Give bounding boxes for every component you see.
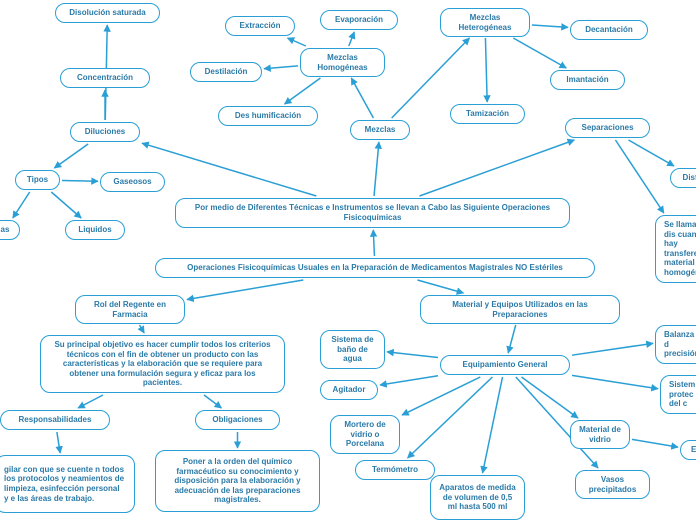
node-evaporacion: Evaporación [320, 10, 398, 30]
node-poner: Poner a la orden del químico farmacéutic… [155, 450, 320, 512]
node-as: as [0, 220, 20, 240]
node-mezclas: Mezclas [350, 120, 410, 140]
node-decantacion: Decantación [570, 20, 648, 40]
edge-central-mezclas [374, 142, 379, 196]
node-mortero: Mortero de vidrio o Porcelana [330, 415, 400, 454]
edge-central-separaciones [420, 140, 575, 196]
node-agitador: Agitador [320, 380, 378, 400]
node-matvidrio: Material de vidrio [570, 420, 630, 449]
edge-operaciones-central [373, 230, 374, 256]
edge-mezclas-mez_hom [351, 78, 373, 118]
edge-equipgen-protec [572, 375, 658, 388]
node-separaciones: Separaciones [565, 118, 650, 138]
node-disolucion_sat: Disolución saturada [55, 3, 160, 23]
node-tamizacion: Tamización [450, 104, 525, 124]
edge-equipgen-termo [408, 377, 493, 458]
node-resp: Responsabilidades [0, 410, 110, 430]
node-extraccion: Extracción [225, 16, 295, 36]
edge-tipos-as [13, 192, 30, 218]
node-termo: Termómetro [355, 460, 435, 480]
edge-equipgen-balanza [572, 343, 653, 355]
node-mez_het: Mezclas Heterogéneas [440, 8, 530, 37]
edge-equipgen-bano [387, 352, 438, 358]
node-diluciones: Diluciones [70, 122, 140, 142]
node-protec: Sistem protec del c [660, 375, 696, 414]
edge-mez_hom-evaporacion [349, 32, 355, 46]
edge-separaciones-disfun [629, 140, 675, 166]
node-tipos: Tipos [15, 170, 60, 190]
edge-mez_het-imantacion [513, 38, 566, 68]
node-suprincipal: Su principal objetivo es hacer cumplir t… [40, 335, 285, 393]
edge-mez_het-decantacion [532, 25, 568, 27]
node-llama: Se llama dis cuando hay transferenc mate… [655, 215, 696, 283]
edge-suprincipal-resp [78, 395, 103, 408]
edge-suprincipal-oblig [204, 395, 221, 408]
node-equipgen: Equipamiento General [440, 355, 570, 375]
edge-tipos-liquidos [51, 192, 81, 218]
node-rol: Rol del Regente en Farmacia [75, 295, 185, 324]
node-disfun: Disfun [670, 168, 696, 188]
node-concentracion: Concentración [60, 68, 150, 88]
edge-material_eq-equipgen [508, 325, 516, 353]
node-oblig: Obligaciones [195, 410, 280, 430]
edge-mez_hom-destilacion [264, 66, 298, 69]
edge-rol-suprincipal [139, 325, 144, 333]
edge-tipos-gaseosos [62, 181, 98, 182]
node-aparatos: Aparatos de medida de volumen de 0,5 ml … [430, 475, 525, 520]
edge-mez_hom-extraccion [288, 38, 306, 46]
edge-diluciones-tipos [54, 144, 88, 168]
edge-mez_het-tamizacion [485, 38, 487, 102]
node-imantacion: Imantación [550, 70, 625, 90]
edge-separaciones-llama [615, 140, 663, 213]
edge-equipgen-mortero [402, 377, 480, 415]
edge-equipgen-agitador [380, 376, 438, 385]
node-material_eq: Material y Equipos Utilizados en las Pre… [420, 295, 620, 324]
edge-matvidrio-ef [632, 439, 678, 447]
node-gaseosos: Gaseosos [100, 172, 165, 192]
node-destilacion: Destilación [190, 62, 262, 82]
node-vasos: Vasos precipitados [575, 470, 650, 499]
edge-central-diluciones [142, 143, 316, 196]
edge-operaciones-material_eq [417, 280, 463, 293]
node-operaciones: Operaciones Fisicoquímicas Usuales en la… [155, 258, 595, 278]
edge-equipgen-aparatos [483, 377, 503, 473]
node-mez_hom: Mezclas Homogéneas [300, 48, 385, 77]
edge-operaciones-rol [187, 280, 303, 299]
edge-resp-gilar [57, 432, 60, 453]
node-balanza: Balanza d precisión [655, 325, 696, 364]
node-gilar: gilar con que se cuente n todos los prot… [0, 455, 135, 513]
node-deshum: Des humificación [218, 106, 318, 126]
edge-mez_hom-deshum [285, 78, 321, 104]
edge-equipgen-matvidrio [522, 377, 578, 418]
node-ef: Ef [680, 440, 696, 460]
node-central: Por medio de Diferentes Técnicas e Instr… [175, 198, 570, 228]
node-bano: Sistema de baño de agua [320, 330, 385, 369]
node-liquidos: Liquidos [65, 220, 125, 240]
